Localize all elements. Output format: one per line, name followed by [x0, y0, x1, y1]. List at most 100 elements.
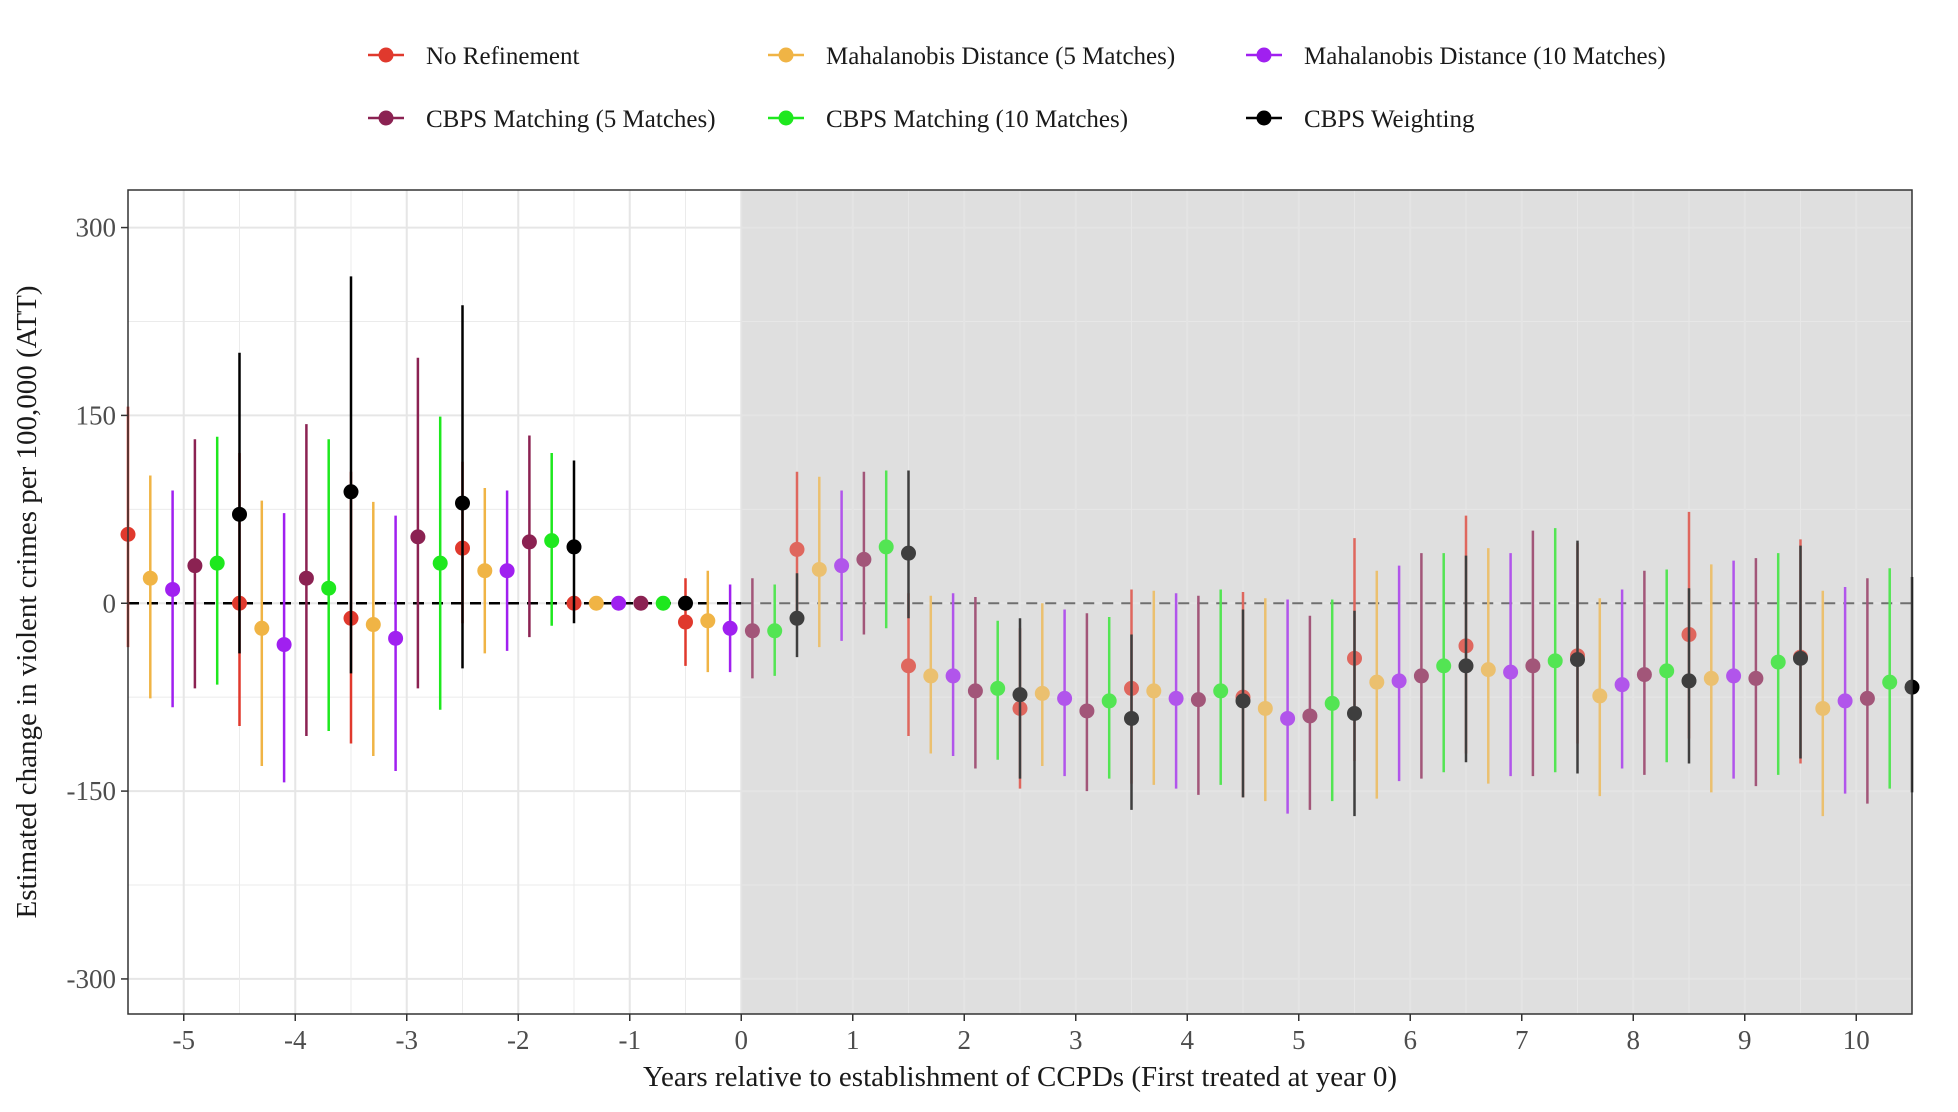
point-estimate	[1793, 650, 1808, 666]
x-tick-label: 7	[1515, 1025, 1529, 1055]
point-estimate	[388, 630, 404, 646]
point-estimate	[1547, 653, 1563, 669]
y-tick-label: 150	[76, 400, 117, 430]
point-estimate	[165, 581, 181, 597]
point-estimate	[1012, 687, 1028, 703]
point-estimate	[1458, 658, 1474, 674]
point-estimate	[767, 623, 783, 639]
point-estimate	[1837, 693, 1853, 709]
point-estimate	[901, 545, 916, 561]
point-estimate	[1703, 670, 1719, 686]
point-estimate	[990, 680, 1006, 696]
plot-border	[127, 189, 1913, 1015]
legend-label: CBPS Weighting	[1304, 106, 1475, 133]
point-estimate	[1659, 663, 1675, 679]
legend-item: CBPS Weighting	[1246, 106, 1475, 133]
legend-label: Mahalanobis Distance (5 Matches)	[826, 43, 1175, 70]
point-estimate	[811, 561, 827, 577]
x-tick-label: -5	[173, 1025, 196, 1055]
legend-item: Mahalanobis Distance (10 Matches)	[1246, 43, 1666, 70]
point-estimate	[967, 683, 983, 699]
point-estimate	[722, 620, 738, 636]
point-estimate	[1636, 667, 1652, 683]
legend-item: Mahalanobis Distance (5 Matches)	[768, 43, 1175, 70]
point-estimate	[1748, 670, 1764, 686]
legend-key-point	[378, 110, 394, 126]
y-axis-title: Estimated change in violent crimes per 1…	[11, 286, 43, 919]
point-estimate	[1770, 654, 1786, 670]
point-estimate	[477, 563, 493, 579]
legend-label: CBPS Matching (10 Matches)	[826, 106, 1128, 133]
point-estimate	[1614, 677, 1630, 693]
series-cbps-matching-5-matches-	[187, 357, 1875, 810]
point-estimate	[744, 623, 760, 639]
point-estimate	[410, 529, 426, 545]
x-tick-label: 10	[1843, 1025, 1870, 1055]
legend: No Refinement Mahalanobis Distance (5 Mat…	[368, 43, 1666, 133]
x-tick-label: 5	[1292, 1025, 1306, 1055]
point-estimate	[1168, 690, 1184, 706]
point-estimate	[142, 570, 158, 586]
x-tick-label: 3	[1069, 1025, 1083, 1055]
point-estimate	[276, 637, 292, 653]
series-mahalanobis-distance-5-matches-	[142, 475, 1831, 817]
series-cbps-matching-10-matches-	[209, 416, 1898, 802]
point-estimate	[566, 539, 582, 555]
point-estimate	[365, 617, 381, 633]
x-tick-label: -3	[396, 1025, 419, 1055]
point-estimate	[1057, 690, 1073, 706]
series-cbps-weighting	[232, 276, 1920, 817]
point-estimate	[633, 595, 649, 611]
point-estimate	[1726, 668, 1742, 684]
point-estimate	[298, 570, 314, 586]
point-estimate	[700, 613, 716, 629]
legend-key-point	[378, 47, 394, 63]
x-tick-label: -2	[507, 1025, 530, 1055]
data-marks	[120, 276, 1920, 817]
point-estimate	[1369, 674, 1385, 690]
point-estimate	[856, 551, 872, 567]
x-axis-title: Years relative to establishment of CCPDs…	[643, 1061, 1397, 1093]
point-estimate	[1436, 658, 1452, 674]
point-estimate	[1681, 673, 1697, 689]
point-estimate	[1235, 693, 1251, 709]
point-estimate	[187, 558, 203, 574]
x-tick-label: 0	[735, 1025, 749, 1055]
point-estimate	[1570, 652, 1585, 668]
point-estimate	[432, 555, 448, 571]
point-estimate	[1079, 703, 1095, 719]
point-estimate	[1413, 668, 1429, 684]
point-estimate	[834, 558, 850, 574]
x-tick-label: -1	[619, 1025, 642, 1055]
legend-label: CBPS Matching (5 Matches)	[426, 106, 716, 133]
legend-key-point	[778, 110, 794, 126]
point-estimate	[789, 610, 805, 626]
point-estimate	[1815, 700, 1831, 716]
post-treatment-overlay	[741, 190, 1912, 1014]
point-estimate	[945, 668, 961, 684]
point-estimate	[1124, 710, 1139, 726]
point-estimate	[789, 541, 805, 557]
point-estimate	[1391, 673, 1407, 689]
point-estimate	[611, 595, 627, 611]
legend-key-point	[1256, 110, 1272, 126]
point-estimate	[878, 539, 894, 555]
point-estimate	[455, 495, 470, 511]
point-estimate	[232, 506, 247, 522]
legend-item: CBPS Matching (10 Matches)	[768, 106, 1128, 133]
x-tick-label: 2	[958, 1025, 972, 1055]
point-estimate	[209, 555, 225, 571]
point-estimate	[901, 658, 916, 674]
axes: -300 -150 0 150 300 -5 -4 -3 -2 -1 0 1 2 3 4 5 6 7 8 9 10	[67, 213, 1870, 1055]
y-tick-label: 300	[76, 213, 117, 243]
point-estimate	[1480, 662, 1496, 678]
point-estimate	[1525, 658, 1541, 674]
point-estimate	[1347, 705, 1362, 721]
point-estimate	[1257, 700, 1273, 716]
legend-key-point	[1256, 47, 1272, 63]
y-tick-label: -150	[67, 776, 117, 806]
x-tick-label: 4	[1181, 1025, 1195, 1055]
x-tick-label: -4	[284, 1025, 307, 1055]
post-treatment-overlay-rect	[741, 190, 1912, 1014]
